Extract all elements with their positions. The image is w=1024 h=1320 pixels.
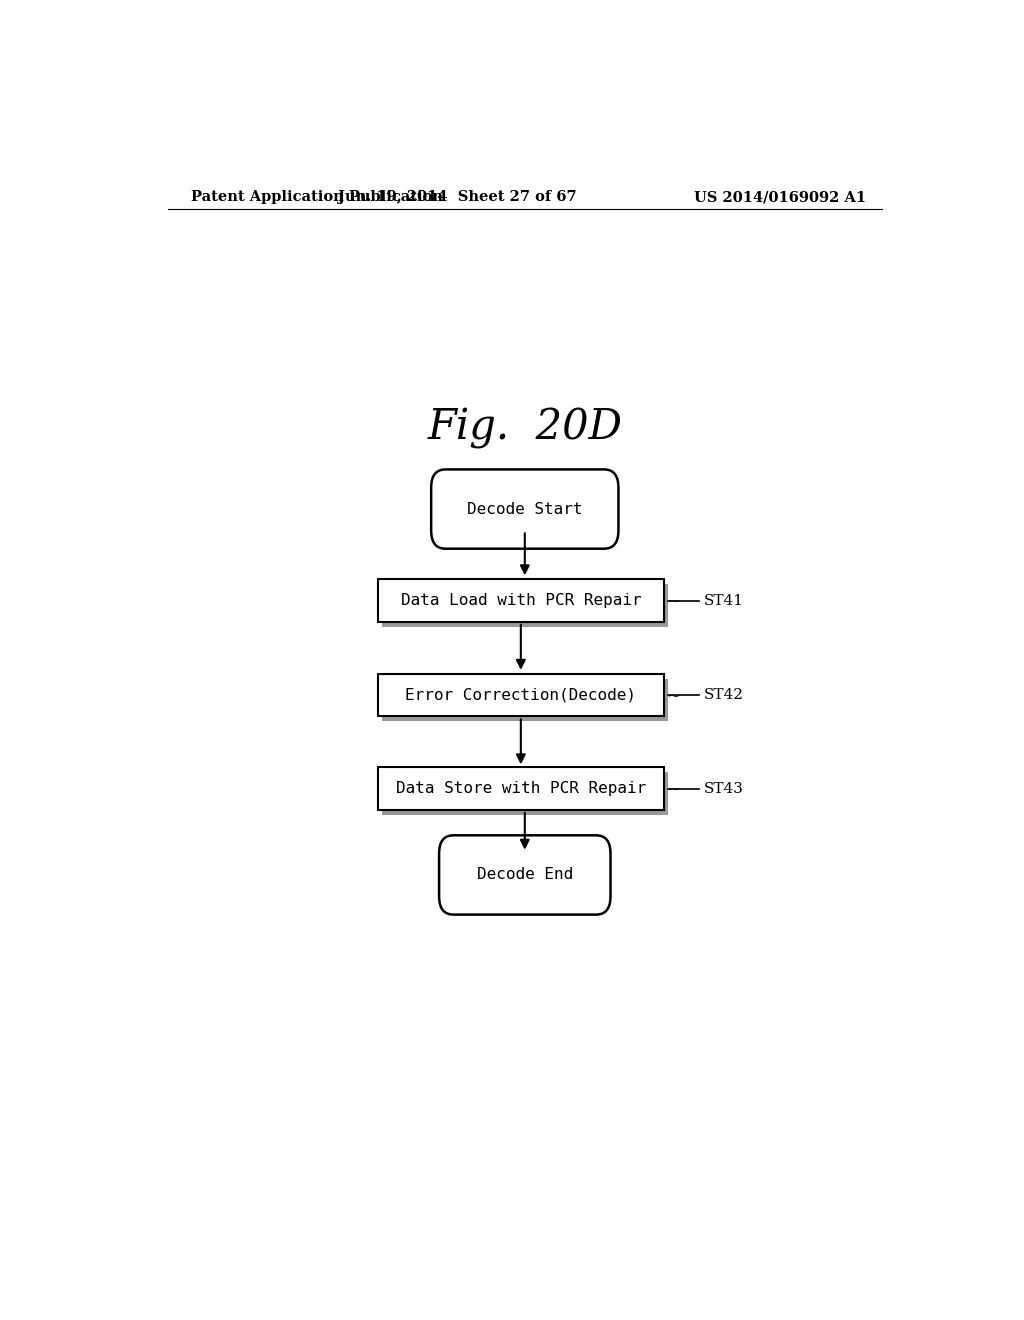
Bar	[382, 678, 668, 722]
Bar	[378, 673, 664, 717]
Text: Fig.  20D: Fig. 20D	[427, 407, 623, 449]
FancyBboxPatch shape	[439, 836, 610, 915]
Text: ~: ~	[666, 593, 680, 609]
Bar	[378, 767, 664, 810]
Text: Data Load with PCR Repair: Data Load with PCR Repair	[400, 593, 641, 609]
Text: Patent Application Publication: Patent Application Publication	[191, 190, 443, 205]
FancyBboxPatch shape	[431, 470, 618, 549]
Text: ~: ~	[666, 780, 680, 797]
Text: Decode Start: Decode Start	[467, 502, 583, 516]
Bar	[382, 772, 668, 814]
Bar	[382, 585, 668, 627]
Text: US 2014/0169092 A1: US 2014/0169092 A1	[694, 190, 866, 205]
Text: Data Store with PCR Repair: Data Store with PCR Repair	[395, 781, 646, 796]
Text: Error Correction(Decode): Error Correction(Decode)	[406, 688, 636, 702]
Text: Jun. 19, 2014  Sheet 27 of 67: Jun. 19, 2014 Sheet 27 of 67	[338, 190, 577, 205]
Text: Decode End: Decode End	[477, 867, 572, 883]
Bar	[378, 579, 664, 622]
Text: ST41: ST41	[703, 594, 743, 607]
Text: ~: ~	[666, 686, 680, 704]
Text: ST42: ST42	[703, 688, 743, 702]
Text: ST43: ST43	[703, 781, 743, 796]
